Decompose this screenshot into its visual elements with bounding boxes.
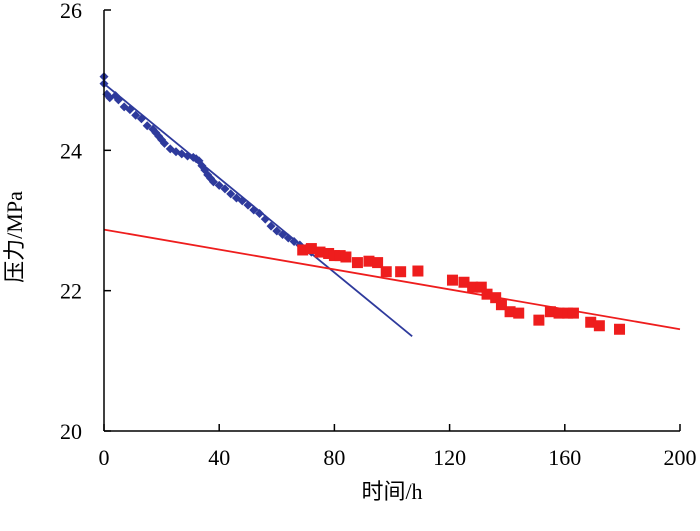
series-2-point bbox=[562, 307, 574, 319]
series-2-point bbox=[351, 257, 363, 269]
series-2-point bbox=[467, 281, 479, 293]
series-2-point bbox=[380, 266, 392, 278]
series-2-point bbox=[334, 250, 346, 262]
x-tick-label: 160 bbox=[548, 445, 581, 470]
series-1-point bbox=[131, 110, 141, 120]
series-1-point bbox=[142, 121, 152, 131]
series-1-point bbox=[136, 114, 146, 124]
series-2-point bbox=[372, 257, 384, 269]
trendlines-layer bbox=[103, 82, 681, 337]
x-axis-title: 时间/h bbox=[361, 479, 422, 504]
ticks-layer: 0 40 80 120 160 200 20 22 24 26 bbox=[60, 0, 697, 470]
series-1-point bbox=[289, 237, 299, 247]
series-1-point bbox=[272, 226, 282, 236]
series-2-point bbox=[544, 306, 556, 318]
series-2-point bbox=[490, 292, 502, 304]
series-2-point bbox=[533, 314, 545, 326]
series-1-point bbox=[278, 230, 288, 240]
x-tick-label: 200 bbox=[664, 445, 697, 470]
series-2-point bbox=[458, 276, 470, 288]
series-1-point bbox=[220, 184, 230, 194]
series-2-point bbox=[614, 323, 626, 335]
series-2-point bbox=[585, 316, 597, 328]
series-1-point bbox=[113, 95, 123, 105]
series-2-point bbox=[475, 281, 487, 293]
series-2-point bbox=[481, 288, 493, 300]
series-2-point bbox=[340, 251, 352, 263]
series-2-point bbox=[412, 265, 424, 277]
y-tick-label: 22 bbox=[60, 279, 82, 304]
series-1-point bbox=[214, 180, 224, 190]
series-2-point bbox=[363, 255, 375, 267]
series-1-point bbox=[266, 221, 276, 231]
series-1-point bbox=[243, 200, 253, 210]
series-1-point bbox=[159, 138, 169, 148]
x-tick-label: 80 bbox=[323, 445, 345, 470]
series-1-point bbox=[125, 105, 135, 115]
series-1-point bbox=[237, 196, 247, 206]
series-1-point bbox=[260, 214, 270, 224]
points-layer bbox=[99, 72, 626, 335]
series-2-point bbox=[446, 274, 458, 286]
series-2-point bbox=[395, 266, 407, 278]
series-2-point bbox=[328, 250, 340, 262]
series-2-point bbox=[553, 307, 565, 319]
x-tick-label: 120 bbox=[433, 445, 466, 470]
series-2-point bbox=[567, 307, 579, 319]
trend-line-2 bbox=[103, 228, 681, 331]
y-tick-label: 24 bbox=[60, 138, 82, 163]
series-1-point bbox=[255, 208, 265, 218]
series-2-point bbox=[495, 299, 507, 311]
series-2-point bbox=[504, 306, 516, 318]
series-2-point bbox=[593, 320, 605, 332]
axes-layer bbox=[103, 10, 680, 432]
y-tick-label: 20 bbox=[60, 419, 82, 444]
series-2-point bbox=[297, 244, 309, 256]
y-tick-label: 26 bbox=[60, 0, 82, 23]
series-1-point bbox=[226, 189, 236, 199]
series-2-point bbox=[314, 246, 326, 258]
series-1-point bbox=[249, 205, 259, 215]
series-1-point bbox=[283, 233, 293, 243]
y-axis-title: 压力/MPa bbox=[2, 191, 27, 283]
series-2-point bbox=[513, 307, 525, 319]
series-2-point bbox=[323, 247, 335, 259]
x-tick-label: 0 bbox=[99, 445, 110, 470]
series-1-point bbox=[208, 177, 218, 187]
series-2-point bbox=[305, 243, 317, 255]
x-tick-label: 40 bbox=[208, 445, 230, 470]
